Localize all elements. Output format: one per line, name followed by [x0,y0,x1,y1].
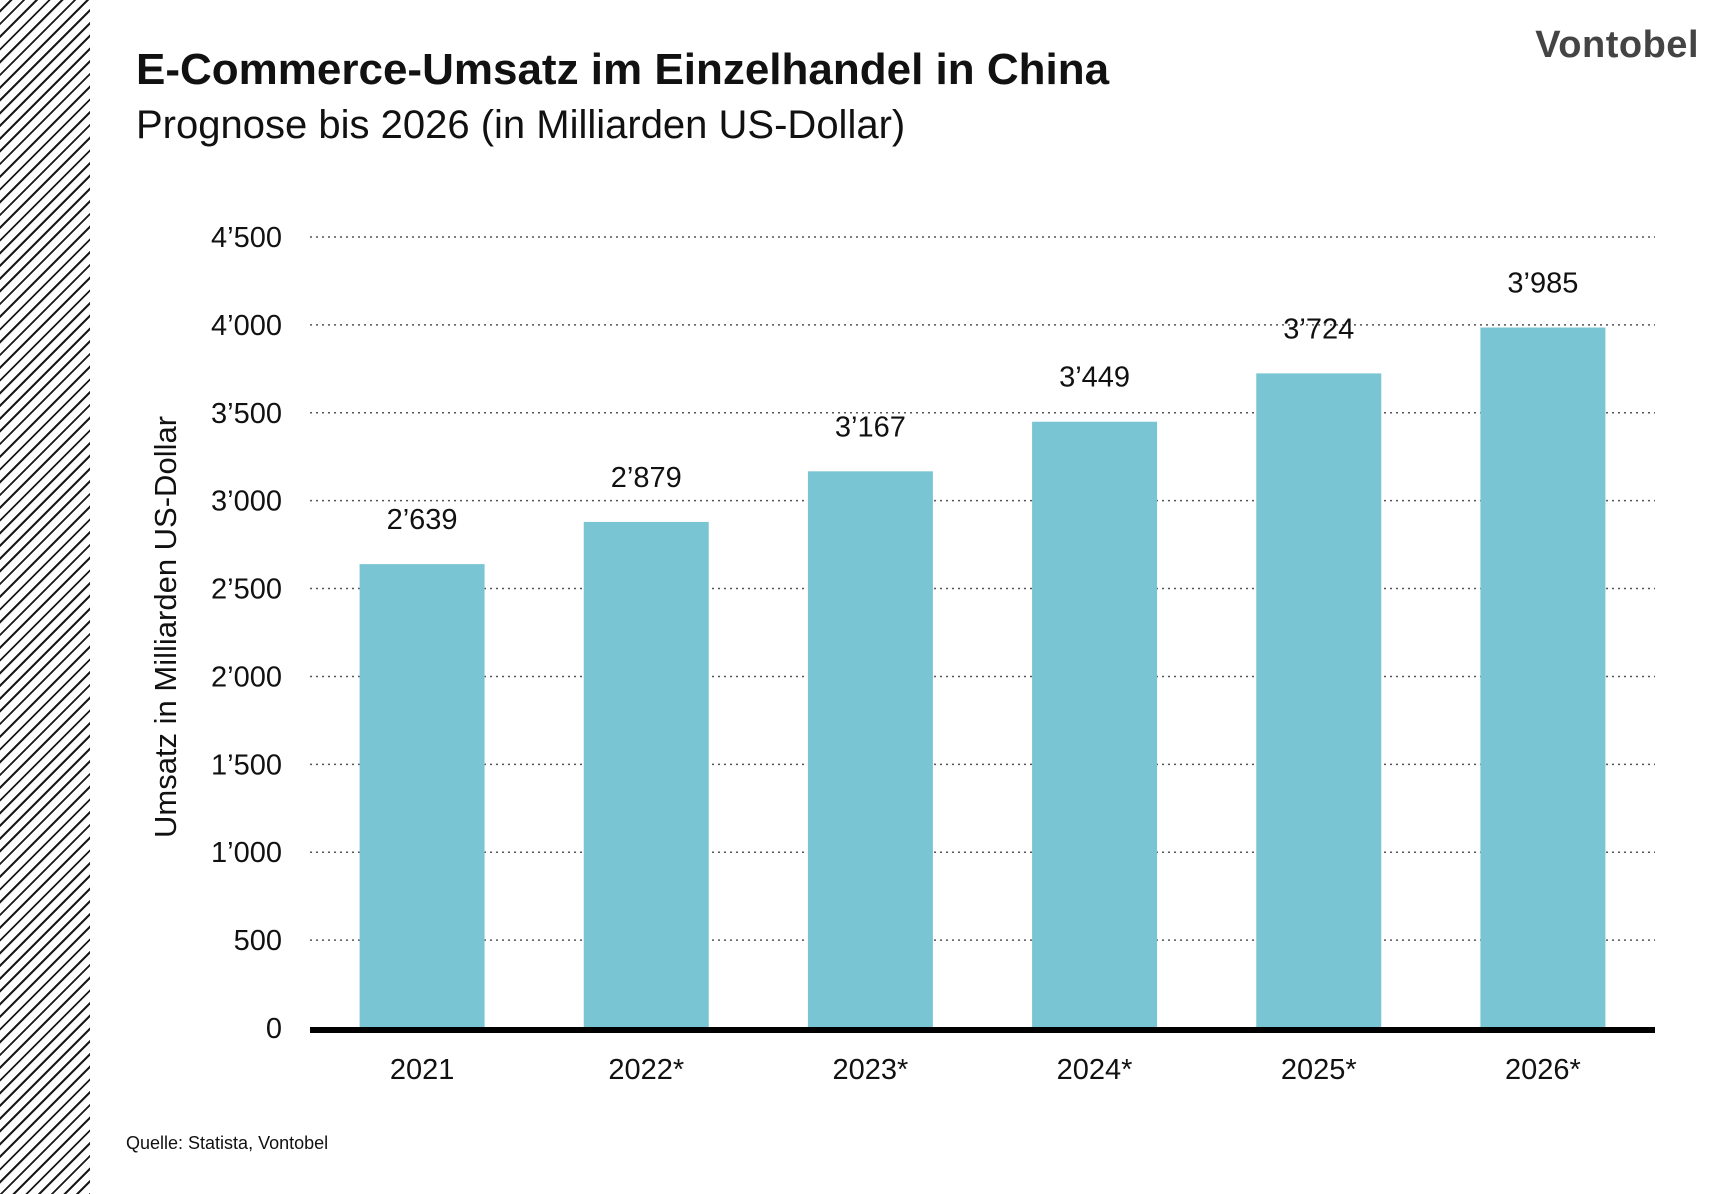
y-tick-label: 0 [266,1013,282,1045]
y-tick-label: 3’000 [211,486,282,518]
y-axis-label: Umsatz in Milliarden US-Dollar [148,416,183,838]
chart-subtitle: Prognose bis 2026 (in Milliarden US-Doll… [136,103,906,147]
chart-title: E-Commerce-Umsatz im Einzelhandel in Chi… [136,45,1110,94]
y-tick-label: 2’000 [211,661,282,693]
gridlines [310,236,1655,941]
x-tick-label: 2025* [1281,1054,1357,1086]
hatched-side-stripe [0,0,90,1194]
bar-2025 [1256,373,1382,1028]
value-labels: 2’639 2’879 3’167 3’449 3’724 3’985 [387,268,1579,537]
value-label: 2’639 [387,504,458,536]
bars [359,327,1606,1029]
vontobel-logo: Vontobel [1535,24,1699,66]
y-tick-label: 4’000 [211,310,282,342]
y-tick-label: 1’500 [211,749,282,781]
bar-2026 [1480,327,1606,1029]
bar-2024 [1032,421,1158,1028]
value-label: 3’985 [1507,268,1578,300]
x-tick-label: 2024* [1057,1054,1133,1086]
source-note: Quelle: Statista, Vontobel [126,1133,329,1153]
y-tick-label: 1’000 [211,837,282,869]
y-tick-labels: 0 500 1’000 1’500 2’000 2’500 3’000 3’500 4’000 4… [211,222,282,1045]
value-label: 2’879 [611,462,682,494]
bar-2021 [359,564,485,1028]
value-label: 3’449 [1059,362,1130,394]
x-tick-label: 2021 [390,1054,455,1086]
x-tick-label: 2023* [833,1054,909,1086]
bar-2023 [807,471,933,1028]
y-tick-label: 2’500 [211,574,282,606]
bar-2022 [583,521,709,1028]
x-tick-label: 2026* [1505,1054,1581,1086]
x-tick-labels: 2021 2022* 2023* 2024* 2025* 2026* [390,1054,1581,1086]
y-tick-label: 3’500 [211,398,282,430]
value-label: 3’167 [835,411,906,443]
y-tick-label: 500 [234,925,282,957]
value-label: 3’724 [1283,313,1354,345]
x-tick-label: 2022* [608,1054,684,1086]
y-tick-label: 4’500 [211,222,282,254]
